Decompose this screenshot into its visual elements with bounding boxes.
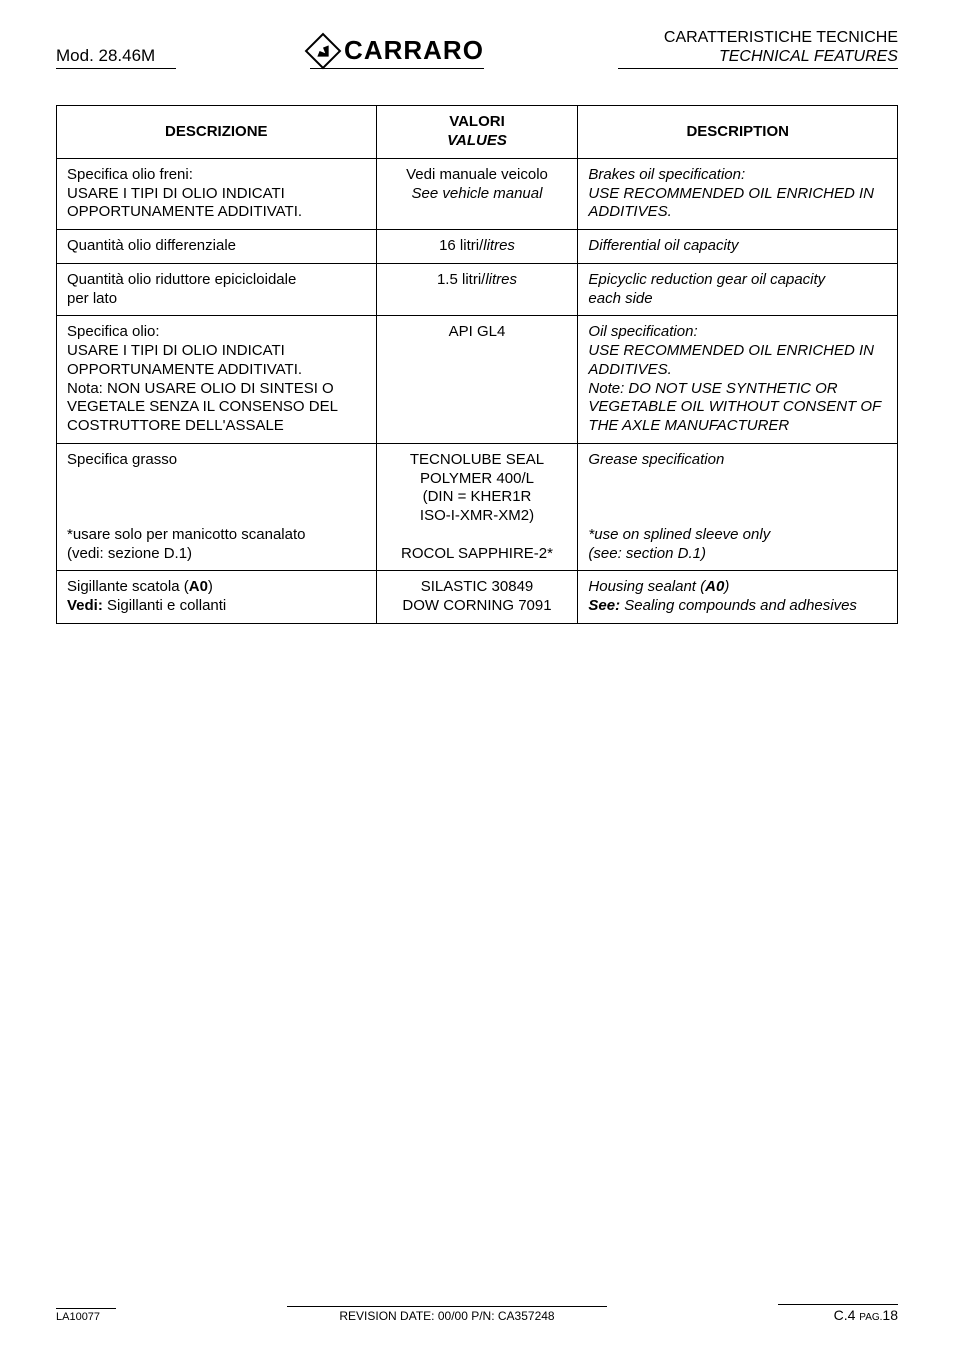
footer-page-number: 18 [882,1307,898,1323]
text-segment: Housing sealant ( [588,578,705,595]
header-valori: VALORI VALUES [376,106,578,159]
footer-rev-prefix: REVISION DATE: [339,1309,437,1323]
table-row: Specifica olio freni:USARE I TIPI DI OLI… [57,158,898,229]
logo-icon [305,32,342,69]
text-segment: 1.5 litri/ [437,271,485,288]
footer-section: C.4 [834,1307,856,1323]
cell-descrizione: Specifica olio:USARE I TIPI DI OLIO INDI… [57,316,377,444]
footer-page: C.4 PAG.18 [778,1304,898,1323]
text-segment: Vedi manuale veicolo [406,166,548,183]
text-line: ISO-I-XMR-XM2) [387,507,568,526]
cell-description: Oil specification:USE RECOMMENDED OIL EN… [578,316,898,444]
spacer [67,470,366,526]
cell-description: Brakes oil specification:USE RECOMMENDED… [578,158,898,229]
cell-valori: 1.5 litri/litres [376,263,578,316]
text-segment: litres [483,237,515,254]
text-line: ROCOL SAPPHIRE-2* [387,545,568,564]
text-segment: API GL4 [449,323,506,340]
header-descrizione: DESCRIZIONE [57,106,377,159]
footer-pn: CA357248 [498,1309,555,1323]
cell-description: Epicyclic reduction gear oil capacityeac… [578,263,898,316]
table-row: Sigillante scatola (A0)Vedi: Sigillanti … [57,571,898,624]
text-line: *use on splined sleeve only [588,526,887,545]
text-segment: 16 litri/ [439,237,483,254]
footer-rev-date: 00/00 [438,1309,468,1323]
table-row: Specifica olio:USARE I TIPI DI OLIO INDI… [57,316,898,444]
text-line: *usare solo per manicotto scanalato [67,526,366,545]
text-line [387,526,568,545]
text-line: (see: section D.1) [588,545,887,564]
cell-valori: SILASTIC 30849 DOW CORNING 7091 [376,571,578,624]
text-segment: A0 [189,578,208,595]
cell-descrizione: Quantità olio differenziale [57,230,377,264]
table-row: Specifica grasso *usare solo per manicot… [57,443,898,571]
cell-valori: API GL4 [376,316,578,444]
cell-description: Housing sealant (A0) See: Sealing compoun… [578,571,898,624]
text-line: (DIN = KHER1R [387,488,568,507]
cell-valori: 16 litri/litres [376,230,578,264]
text-line: Grease specification [588,451,887,470]
cell-description: Differential oil capacity [578,230,898,264]
text-segment: A0 [705,578,724,595]
footer-doc-id: LA10077 [56,1308,116,1323]
cell-descrizione: Specifica grasso *usare solo per manicot… [57,443,377,571]
text-line: POLYMER 400/L [387,470,568,489]
footer-pn-prefix: P/N: [468,1309,498,1323]
section-title-en: TECHNICAL FEATURES [618,47,898,66]
text-line: (vedi: sezione D.1) [67,545,366,564]
table-row: Quantità olio riduttore epicicloidaleper… [57,263,898,316]
model-number: Mod. 28.46M [56,46,176,69]
cell-description: Grease specification *use on splined sle… [578,443,898,571]
footer-pag-label: PAG. [859,1312,882,1323]
spacer [588,470,887,526]
text-segment: Sigillanti e collanti [103,597,226,614]
doc-section-title: CARATTERISTICHE TECNICHE TECHNICAL FEATU… [618,28,898,69]
text-segment: Vedi: [67,597,103,614]
section-title-it: CARATTERISTICHE TECNICHE [618,28,898,47]
brand-logo: CARRARO [310,35,484,69]
text-segment: Sealing compounds and adhesives [620,597,857,614]
header-valori-it: VALORI [387,113,568,132]
page-footer: LA10077 REVISION DATE: 00/00 P/N: CA3572… [56,1304,898,1323]
cell-descrizione: Specifica olio freni:USARE I TIPI DI OLI… [57,158,377,229]
spec-table: DESCRIZIONE VALORI VALUES DESCRIPTION Sp… [56,105,898,624]
table-header-row: DESCRIZIONE VALORI VALUES DESCRIPTION [57,106,898,159]
header-description: DESCRIPTION [578,106,898,159]
logo-text: CARRARO [344,35,484,66]
cell-descrizione: Sigillante scatola (A0) Vedi: Sigillanti … [57,571,377,624]
cell-descrizione: Quantità olio riduttore epicicloidaleper… [57,263,377,316]
table-row: Quantità olio differenziale16 litri/litr… [57,230,898,264]
text-segment: Sigillante scatola ( [67,578,189,595]
text-segment: See: [588,597,620,614]
footer-revision: REVISION DATE: 00/00 P/N: CA357248 [287,1306,607,1323]
header-valori-en: VALUES [387,132,568,151]
text-line: TECNOLUBE SEAL [387,451,568,470]
text-segment: SILASTIC 30849 [421,578,534,595]
text-segment: ) [208,578,213,595]
content-area: DESCRIZIONE VALORI VALUES DESCRIPTION Sp… [0,77,954,624]
text-line: Specifica grasso [67,451,366,470]
text-segment: DOW CORNING 7091 [402,597,551,614]
text-segment: See vehicle manual [412,185,543,202]
cell-valori: TECNOLUBE SEALPOLYMER 400/L(DIN = KHER1R… [376,443,578,571]
page-header: Mod. 28.46M CARRARO CARATTERISTICHE TECN… [0,0,954,77]
text-segment: ) [724,578,729,595]
text-segment: litres [485,271,517,288]
cell-valori: Vedi manuale veicolo See vehicle manual [376,158,578,229]
